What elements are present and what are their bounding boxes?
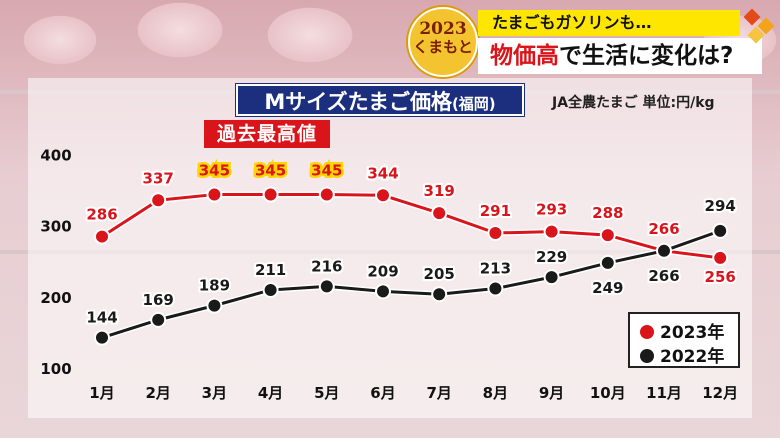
data-point	[94, 329, 110, 346]
data-point	[543, 269, 560, 286]
data-point	[375, 283, 391, 300]
data-label: 144	[86, 309, 117, 327]
data-point	[431, 205, 448, 222]
data-point	[599, 227, 616, 244]
data-label: 211	[255, 261, 286, 279]
data-label: 344	[367, 164, 398, 182]
logo-name: くまもと	[413, 38, 473, 56]
legend-item-2022: 2022年	[640, 342, 725, 367]
data-point	[487, 280, 504, 297]
headline-sub: たまごもガソリンも…	[478, 10, 740, 36]
data-point	[262, 281, 279, 298]
series-line-2023年	[101, 193, 721, 260]
data-point	[431, 286, 448, 303]
data-label: 216	[311, 257, 342, 275]
data-label: 345	[311, 162, 342, 180]
data-label: 266	[648, 220, 679, 238]
legend-marker-2022	[640, 349, 654, 363]
y-tick-label: 100	[40, 360, 71, 378]
headline-highlight: 物価高	[490, 43, 559, 69]
chart-title-text: Mサイズたまご価格	[264, 90, 452, 114]
headline-main: 物価高で生活に変化は?	[478, 38, 762, 74]
x-tick-label: 1月	[89, 384, 114, 402]
data-point	[150, 192, 167, 209]
legend-marker-2023	[640, 325, 654, 339]
program-logo: 2023 くまもと	[408, 7, 478, 77]
data-label: 319	[424, 182, 455, 200]
data-point	[712, 222, 729, 239]
data-point	[206, 186, 223, 203]
data-label: 293	[536, 201, 567, 219]
legend-item-2023: 2023年	[640, 318, 725, 343]
data-label: 294	[705, 197, 736, 215]
data-label: 169	[143, 291, 174, 309]
data-label: 189	[199, 277, 230, 295]
data-label: 256	[705, 268, 736, 286]
x-tick-label: 4月	[258, 384, 283, 402]
data-point	[375, 187, 391, 204]
data-label: 229	[536, 248, 567, 266]
logo-year: 2023	[419, 19, 467, 39]
data-label: 209	[367, 262, 398, 280]
data-label: 249	[592, 279, 623, 297]
x-tick-label: 11月	[646, 384, 682, 402]
chart-source: JA全農たまご 単位:円/kg	[552, 95, 715, 111]
chart-title: Mサイズたまご価格(福岡)	[236, 84, 524, 116]
data-point	[262, 186, 279, 203]
data-point	[94, 228, 110, 245]
x-tick-label: 6月	[370, 384, 395, 402]
data-label: 213	[480, 260, 511, 278]
y-tick-label: 400	[40, 146, 71, 164]
data-label: 286	[86, 206, 117, 224]
data-point	[318, 278, 335, 295]
data-point	[656, 242, 672, 259]
y-tick-label: 300	[40, 218, 71, 236]
x-tick-label: 8月	[483, 384, 508, 402]
x-tick-label: 5月	[314, 384, 339, 402]
chart-legend: 2023年 2022年	[628, 312, 740, 368]
series-line-2022年	[101, 229, 721, 340]
data-label: 345	[199, 162, 230, 180]
data-point	[487, 225, 504, 242]
data-label: 291	[480, 202, 511, 220]
data-point	[712, 249, 729, 266]
data-label: 205	[424, 265, 455, 283]
headline-rest: で生活に変化は?	[559, 43, 734, 69]
data-point	[206, 297, 223, 314]
data-point	[150, 311, 167, 328]
legend-label-2023: 2023年	[660, 323, 725, 343]
legend-label-2022: 2022年	[660, 347, 725, 367]
x-tick-label: 2月	[145, 384, 170, 402]
x-tick-label: 7月	[426, 384, 451, 402]
data-label: 266	[648, 267, 679, 285]
data-point	[599, 254, 616, 271]
data-label: 337	[143, 169, 174, 187]
x-tick-label: 10月	[590, 384, 626, 402]
y-tick-label: 200	[40, 289, 71, 307]
chart-title-suffix: (福岡)	[451, 95, 496, 113]
x-tick-label: 3月	[202, 384, 227, 402]
data-point	[318, 186, 335, 203]
data-label: 288	[592, 204, 623, 222]
record-high-label: 過去最高値	[204, 120, 330, 148]
data-label: 345	[255, 162, 286, 180]
x-tick-label: 12月	[702, 384, 738, 402]
x-tick-label: 9月	[539, 384, 564, 402]
data-point	[543, 223, 560, 240]
